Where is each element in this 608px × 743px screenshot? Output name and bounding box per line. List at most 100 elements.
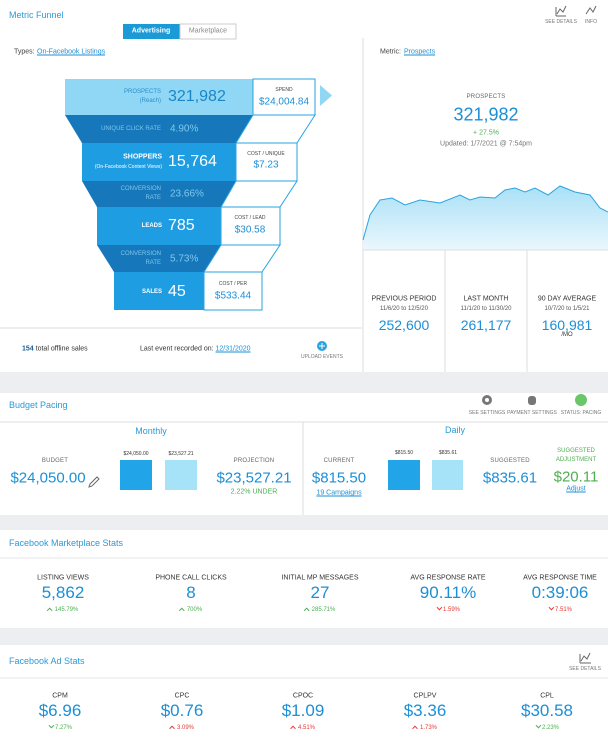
- rate-value: 5.73%: [170, 253, 199, 265]
- trend-arrow: [169, 726, 175, 732]
- trend-arrow: [290, 726, 296, 732]
- trend-arrow: [48, 723, 55, 729]
- period-dividers: [363, 249, 608, 372]
- tab-label[interactable]: Advertising: [131, 27, 171, 35]
- upload-label[interactable]: UPLOAD EVENTS: [301, 354, 343, 360]
- current-value: $815.50: [311, 469, 367, 487]
- cost-boxes: [203, 78, 316, 311]
- offline-sales: 154 total offline sales: [22, 346, 88, 353]
- tab-label[interactable]: Marketplace: [188, 27, 228, 35]
- change-text: 285.71%: [311, 607, 336, 613]
- cost-value: $30.58: [234, 224, 266, 236]
- budget-label: BUDGET: [41, 458, 69, 464]
- change-text: 4.51%: [297, 725, 316, 731]
- section-title: Metric Funnel: [9, 10, 64, 20]
- funnel-stage: [82, 143, 236, 181]
- campaigns-link[interactable]: 19 Campaigns: [316, 489, 362, 497]
- metric-change: + 27.5%: [473, 129, 499, 137]
- funnel-stage: [65, 79, 253, 115]
- rate-value: 4.90%: [170, 123, 199, 135]
- tab[interactable]: [179, 23, 237, 40]
- status-icon[interactable]: [575, 394, 587, 406]
- trend-arrow: [535, 723, 542, 729]
- period-range: 10/7/20 to 1/5/21: [544, 306, 590, 312]
- offline-count: 154: [22, 345, 34, 353]
- rate-label: CONVERSION RATE: [120, 251, 161, 266]
- stat-value: 0:39:06: [531, 583, 589, 602]
- bar: [432, 460, 463, 490]
- stage-label: SHOPPERS: [123, 153, 162, 161]
- stat-change: 7.27%: [48, 723, 72, 731]
- rate-value: 23.66%: [170, 188, 204, 200]
- stage-value: 321,982: [168, 88, 226, 105]
- period-value: 252,600: [378, 317, 430, 333]
- settings-hole: [485, 398, 489, 402]
- suggested-value: $835.61: [482, 469, 538, 487]
- stat-label: CPM: [52, 692, 68, 700]
- stat-change: 145.79%: [46, 607, 79, 614]
- cost-label: COST / UNIQUE: [247, 151, 285, 157]
- funnel-rates: [65, 115, 253, 272]
- change-text: 145.79%: [54, 607, 79, 613]
- stat-label: AVG RESPONSE TIME: [523, 574, 597, 582]
- stage-label: PROSPECTS: [123, 89, 161, 95]
- current-label: CURRENT: [323, 458, 355, 464]
- stage-value: 15,764: [168, 153, 217, 170]
- stat-value: 27: [310, 583, 330, 602]
- change-text: 2.23%: [541, 725, 560, 731]
- last-event-label: Last event recorded on:: [140, 345, 214, 353]
- projection-label: PROJECTION: [233, 458, 275, 464]
- stat-value: 90.11%: [419, 583, 477, 602]
- metric-updated: Updated: 1/7/2021 @ 7:54pm: [440, 140, 532, 148]
- period-unit: /MO: [561, 332, 573, 338]
- last-event-date[interactable]: 12/31/2020: [215, 345, 251, 353]
- change-text: 1.73%: [419, 725, 438, 731]
- budget-value: $24,050.00: [10, 469, 86, 487]
- stat-value: $1.09: [281, 701, 325, 720]
- area-chart: [363, 186, 608, 250]
- stat-change: 3.09%: [169, 725, 195, 732]
- upload-plus: [319, 343, 325, 349]
- section-title: Facebook Ad Stats: [9, 656, 85, 666]
- metric-select[interactable]: Prospects: [404, 48, 436, 56]
- period-range: 11/6/20 to 12/5/20: [380, 306, 428, 312]
- details-icon[interactable]: [579, 652, 591, 664]
- adjust-link[interactable]: Adjust: [566, 485, 586, 493]
- arrow: [320, 85, 332, 106]
- bar-label: $835.61: [438, 450, 458, 456]
- change-text: 3.09%: [176, 725, 195, 731]
- bar: [388, 460, 420, 490]
- icons[interactable]: [555, 5, 597, 17]
- stat-value: $3.36: [403, 701, 447, 720]
- types-select[interactable]: On-Facebook Listings: [37, 48, 106, 56]
- period-value: 261,177: [460, 317, 512, 333]
- adjustment-value: $20.11: [553, 468, 599, 486]
- bar: [120, 460, 152, 490]
- icon-label: SEE SETTINGS: [468, 410, 506, 416]
- payment-icon[interactable]: [528, 396, 536, 405]
- budget-panel: [0, 393, 608, 515]
- funnel-stage: [114, 272, 204, 310]
- bar: [165, 460, 197, 490]
- cost-value: $24,004.84: [258, 96, 310, 108]
- change-text: 7.51%: [554, 607, 573, 613]
- stat-label: LISTING VIEWS: [37, 574, 89, 582]
- metric-name: PROSPECTS: [466, 94, 506, 100]
- edit-icon[interactable]: [88, 476, 100, 488]
- stat-change: 700%: [178, 607, 202, 614]
- stat-label: PHONE CALL CLICKS: [155, 574, 227, 582]
- bar-label: $23,527.21: [168, 451, 194, 457]
- stat-label: CPOC: [292, 692, 314, 700]
- metric-total: 321,982: [453, 104, 519, 125]
- rate-label: CONVERSION RATE: [120, 186, 161, 201]
- cost-label: COST / LEAD: [234, 215, 266, 221]
- ads-panel: [0, 645, 608, 743]
- cost-value: $533.44: [214, 290, 252, 302]
- cost-label: SPEND: [275, 87, 293, 93]
- trend-arrow: [412, 726, 418, 732]
- funnel-stage: [97, 207, 221, 245]
- tab-active[interactable]: [123, 24, 180, 39]
- trend-arrow: [46, 608, 53, 614]
- stat-label: AVG RESPONSE RATE: [410, 574, 486, 582]
